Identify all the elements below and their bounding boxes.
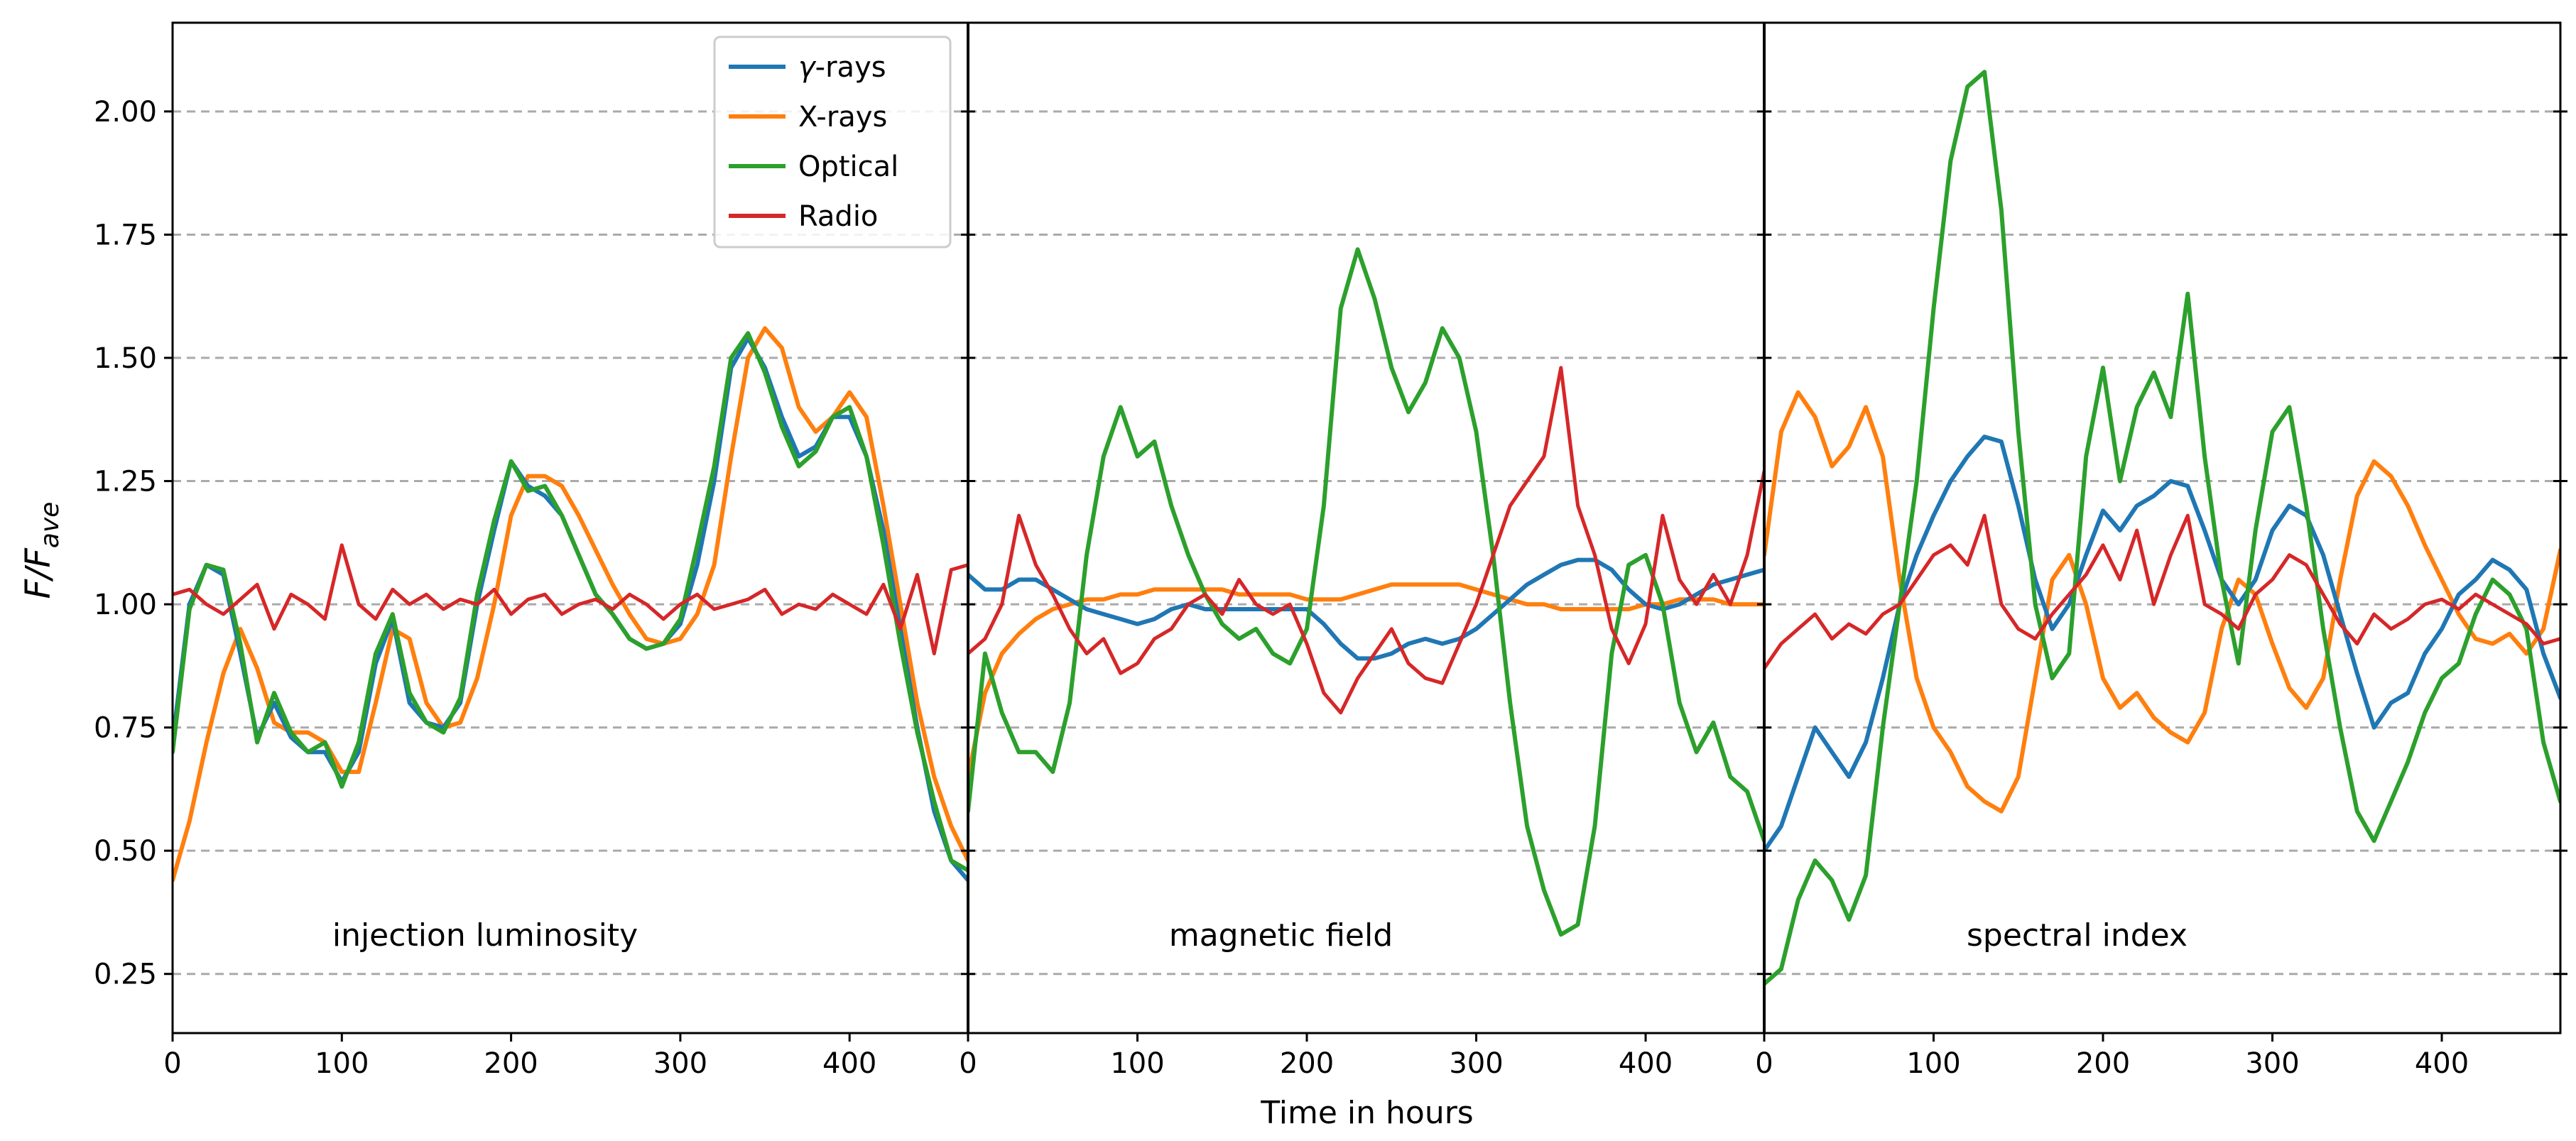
series-line-rays: [1764, 435, 2560, 853]
x-tick-label: 400: [2415, 1047, 2469, 1080]
y-tick-label: 0.50: [94, 835, 157, 868]
x-tick-label: 400: [822, 1047, 876, 1080]
x-tick-label: 0: [959, 1047, 977, 1080]
legend-label: γ-rays: [798, 51, 886, 84]
x-tick-label: 0: [1755, 1047, 1773, 1080]
x-tick-label: 200: [484, 1047, 538, 1080]
x-tick-label: 200: [1280, 1047, 1334, 1080]
y-axis-label-sub: ave: [36, 502, 65, 549]
x-tick-label: 100: [315, 1047, 369, 1080]
series-line-x-rays: [968, 582, 1764, 779]
panel-1-series: [173, 326, 968, 883]
x-tick-label: 300: [653, 1047, 707, 1080]
x-tick-label: 400: [1619, 1047, 1673, 1080]
plot-frame: [171, 21, 2562, 1034]
y-axis-label-main: F/F: [18, 547, 58, 599]
panel-label: injection luminosity: [332, 917, 638, 954]
y-tick-label: 0.25: [94, 959, 157, 991]
grid-layer: [173, 110, 2560, 976]
y-tick-label: 1.25: [94, 466, 157, 498]
x-axis-label: Time in hours: [1260, 1095, 1473, 1131]
legend-label: X-rays: [798, 101, 887, 133]
panel-2-series: [968, 247, 1764, 937]
legend-box: [713, 36, 952, 249]
frame-layer: [171, 21, 2562, 1034]
panel-labels-layer: injection luminosity magnetic field spectr…: [332, 917, 2188, 954]
legend-label: Radio: [798, 200, 878, 233]
x-tick-label: 100: [1906, 1047, 1960, 1080]
series-line-optical: [173, 331, 968, 873]
x-tick-label: 100: [1110, 1047, 1164, 1080]
legend: γ-rays X-rays Optical Radio: [713, 36, 952, 249]
y-tick-label: 0.75: [94, 712, 157, 745]
panel-label: spectral index: [1967, 917, 2188, 954]
legend-label: Optical: [798, 151, 898, 183]
y-tick-label: 2.00: [94, 96, 157, 129]
legend-entries: γ-rays X-rays Optical Radio: [729, 51, 898, 233]
ticks-layer: 0.25 0.50 0.75 1.00 1.25 1.50 1.75 2.00 0 100 200 3…: [94, 96, 2567, 1080]
series-layer: [173, 70, 2560, 986]
panel-3-series: [1764, 70, 2560, 986]
y-tick-label: 1.75: [94, 219, 157, 251]
series-line-rays: [968, 557, 1764, 661]
series-line-radio: [968, 366, 1764, 715]
panel-label: magnetic field: [1169, 917, 1393, 954]
series-line-optical: [968, 247, 1764, 937]
x-tick-label: 0: [163, 1047, 181, 1080]
series-line-radio: [173, 543, 968, 655]
x-tick-label: 200: [2076, 1047, 2130, 1080]
series-line-x-rays: [1764, 390, 2560, 814]
series-line-radio: [1764, 513, 2560, 670]
y-tick-label: 1.00: [94, 589, 157, 621]
y-axis-label: F/Fave: [18, 502, 65, 599]
x-tick-label: 300: [2245, 1047, 2299, 1080]
y-tick-label: 1.50: [94, 342, 157, 375]
series-line-optical: [1764, 70, 2560, 986]
x-tick-label: 300: [1449, 1047, 1503, 1080]
